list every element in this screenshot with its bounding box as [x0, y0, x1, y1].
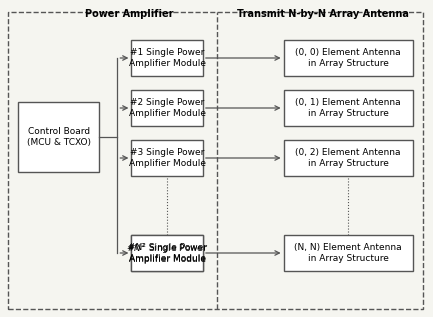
FancyBboxPatch shape: [131, 90, 203, 126]
FancyBboxPatch shape: [18, 102, 100, 172]
Text: Power Amplifier: Power Amplifier: [85, 9, 174, 19]
FancyBboxPatch shape: [284, 235, 413, 271]
Text: #N² Single Power
Amplifier Module: #N² Single Power Amplifier Module: [128, 243, 207, 263]
Text: Amplifier Module: Amplifier Module: [129, 256, 206, 264]
Text: (0, 2) Element Antenna
in Array Structure: (0, 2) Element Antenna in Array Structur…: [295, 148, 401, 168]
Text: (N, N) Element Antenna
in Array Structure: (N, N) Element Antenna in Array Structur…: [294, 243, 402, 263]
FancyBboxPatch shape: [284, 90, 413, 126]
FancyBboxPatch shape: [284, 140, 413, 176]
FancyBboxPatch shape: [284, 40, 413, 76]
Text: #2 Single Power
Amplifier Module: #2 Single Power Amplifier Module: [129, 98, 206, 119]
Text: #3 Single Power
Amplifier Module: #3 Single Power Amplifier Module: [129, 148, 206, 168]
Text: #1 Single Power
Amplifier Module: #1 Single Power Amplifier Module: [129, 48, 206, 68]
Text: (0, 1) Element Antenna
in Array Structure: (0, 1) Element Antenna in Array Structur…: [295, 98, 401, 119]
FancyBboxPatch shape: [131, 235, 203, 271]
FancyBboxPatch shape: [131, 235, 203, 271]
Text: #$N^2$ Single Power: #$N^2$ Single Power: [126, 242, 208, 256]
Text: Control Board
(MCU & TCXO): Control Board (MCU & TCXO): [27, 126, 90, 147]
Text: (0, 0) Element Antenna
in Array Structure: (0, 0) Element Antenna in Array Structur…: [295, 48, 401, 68]
FancyBboxPatch shape: [131, 140, 203, 176]
FancyBboxPatch shape: [131, 40, 203, 76]
Text: Transmit N-by-N Array Antenna: Transmit N-by-N Array Antenna: [237, 9, 409, 19]
